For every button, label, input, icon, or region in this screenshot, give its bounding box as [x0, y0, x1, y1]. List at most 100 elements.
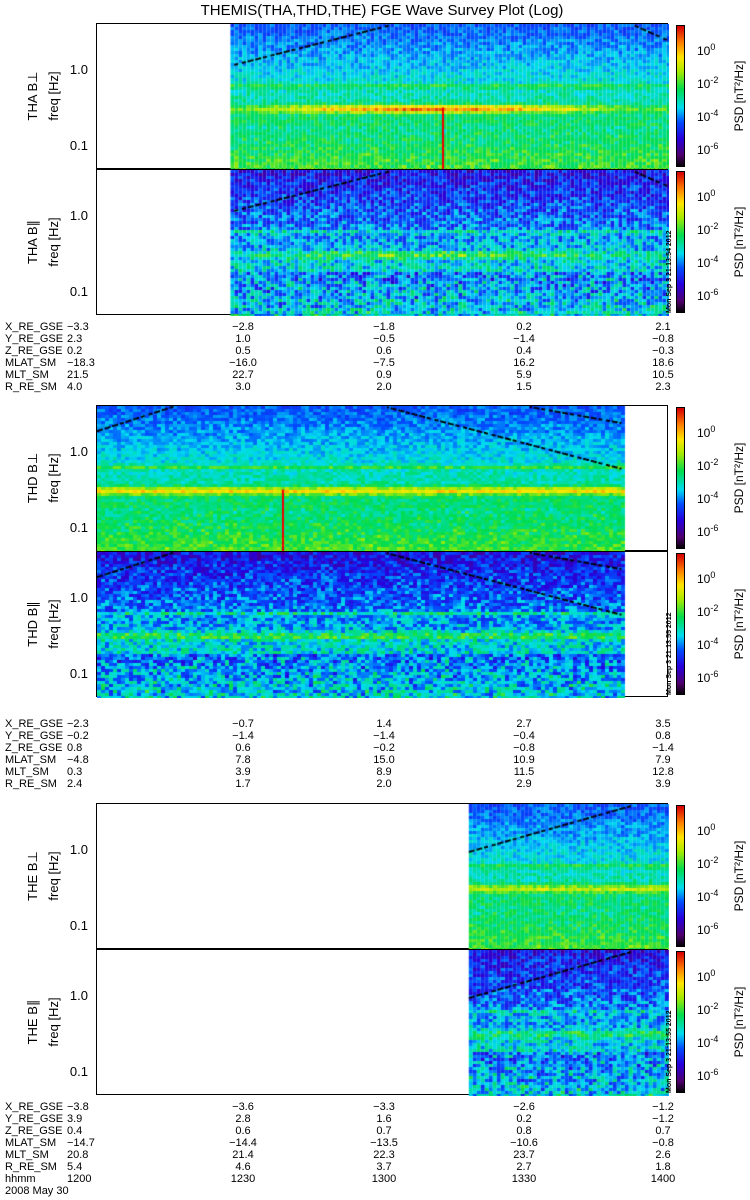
ephemeris-value: 23.7	[513, 1149, 535, 1161]
spectrogram-thd-perp	[96, 405, 669, 552]
colorbar-tick-label: 100	[697, 821, 716, 838]
date-row: 2008 May 30	[5, 1185, 750, 1197]
colorbar-gradient	[677, 806, 684, 946]
ephemeris-value: 2.8	[235, 1113, 251, 1125]
ephemeris-value: −13.5	[370, 1137, 398, 1149]
ephemeris-label: Z_RE_GSE	[5, 742, 63, 754]
ephemeris-value: −10.6	[510, 1137, 538, 1149]
panel-label: THE B⊥	[25, 851, 40, 901]
spectrogram-image	[97, 950, 669, 1096]
ephemeris-value: 3.9	[235, 766, 251, 778]
ephemeris-row: MLAT_SM −18.3 −16.0 −7.5 16.2 18.6	[5, 357, 750, 369]
ephemeris-value: 1.0	[235, 333, 251, 345]
ephemeris-value: −1.4	[232, 730, 254, 742]
ephemeris-value: 0.8	[516, 1125, 532, 1137]
ephemeris-value: 0.8	[655, 730, 671, 742]
ephemeris-value: 1.4	[376, 718, 392, 730]
spectrogram-the-perp	[96, 803, 669, 950]
ephemeris-label: MLT_SM	[5, 1149, 49, 1161]
ephemeris-value: 20.8	[67, 1149, 89, 1161]
ephemeris-value: 12.8	[652, 766, 674, 778]
ephemeris-value: 2.3	[67, 333, 83, 345]
ephemeris-value: 15.0	[373, 754, 395, 766]
ephemeris-label: MLT_SM	[5, 766, 49, 778]
spectrogram-image	[97, 804, 669, 950]
ephemeris-value: 5.9	[516, 369, 532, 381]
ephemeris-row: Y_RE_GSE −0.2 −1.4 −1.4 −0.4 0.8	[5, 730, 750, 742]
panel-label: THD B⊥	[25, 452, 40, 504]
ephemeris-value: 0.7	[376, 1125, 392, 1137]
ephemeris-value: −14.4	[229, 1137, 257, 1149]
ephemeris-row: R_RE_SM 5.4 4.6 3.7 2.7 1.8	[5, 1161, 750, 1173]
colorbar-tick-label: 10-4	[697, 253, 719, 270]
plot-title: THEMIS(THA,THD,THE) FGE Wave Survey Plot…	[200, 2, 564, 19]
spectrogram-thd-par	[96, 551, 669, 698]
ephemeris-value: 3.9	[655, 778, 671, 790]
ephemeris-value: −3.8	[67, 1101, 89, 1113]
colorbar-tick-label: 100	[697, 967, 716, 984]
ephemeris-value: 1.7	[235, 778, 251, 790]
ephemeris-row: Z_RE_GSE 0.2 0.5 0.6 0.4 −0.3	[5, 345, 750, 357]
ephemeris-row: MLAT_SM −4.8 7.8 15.0 10.9 7.9	[5, 754, 750, 766]
ephemeris-value: −3.3	[373, 1101, 395, 1113]
ephemeris-value: 21.5	[67, 369, 89, 381]
ephemeris-value: −1.4	[373, 730, 395, 742]
ephemeris-value: 3.0	[235, 381, 251, 393]
colorbar-tick-label: 100	[697, 569, 716, 586]
ephemeris-label: R_RE_SM	[5, 381, 57, 393]
colorbar-tick-label: 10-2	[697, 602, 719, 619]
ephemeris-value: 11.5	[513, 766, 535, 778]
ephemeris-value: −0.2	[67, 730, 89, 742]
panel-label: THE B∥	[25, 999, 40, 1045]
ephemeris-label: R_RE_SM	[5, 1161, 57, 1173]
y-tick-label: 1.0	[69, 841, 88, 857]
colorbar-tick-label: 10-2	[697, 456, 719, 473]
ephemeris-value: 2.1	[655, 321, 671, 333]
ephemeris-label: Y_RE_GSE	[5, 1113, 64, 1125]
y-tick-label: 1.0	[69, 589, 88, 605]
ephemeris-label: MLAT_SM	[5, 357, 57, 369]
colorbar-tick-label: 10-6	[697, 668, 719, 685]
colorbar-label: PSD [nT²/Hz]	[732, 840, 746, 912]
y-tick-label: 1.0	[69, 443, 88, 459]
time-tick-label: 1300	[371, 1173, 397, 1185]
ephemeris-value: 0.6	[235, 742, 251, 754]
ephemeris-row: MLT_SM 0.3 3.9 8.9 11.5 12.8	[5, 766, 750, 778]
ephemeris-value: 0.2	[516, 1113, 532, 1125]
colorbar-gradient	[677, 408, 684, 548]
y-tick-label: 0.1	[69, 284, 88, 300]
y-tick-label: 0.1	[69, 918, 88, 934]
ephemeris-value: −0.7	[232, 718, 254, 730]
ephemeris-value: −3.3	[67, 321, 89, 333]
ephemeris-table: X_RE_GSE −3.8 −3.6 −3.3 −2.6 −1.2 Y_RE_GSE 3.9 2…	[5, 1101, 750, 1197]
colorbar-tick-label: 100	[697, 187, 716, 204]
colorbar	[676, 25, 685, 167]
ephemeris-value: 2.6	[655, 1149, 671, 1161]
ephemeris-value: 2.0	[376, 778, 392, 790]
colorbar-tick-label: 10-6	[697, 522, 719, 539]
ephemeris-label: X_RE_GSE	[5, 321, 64, 333]
colorbar-tick-label: 10-6	[697, 920, 719, 937]
ephemeris-value: −0.2	[373, 742, 395, 754]
ephemeris-row: X_RE_GSE −3.3 −2.8 −1.8 0.2 2.1	[5, 321, 750, 333]
ephemeris-label: Z_RE_GSE	[5, 345, 63, 357]
ephemeris-value: 2.7	[516, 718, 532, 730]
ephemeris-label: Y_RE_GSE	[5, 333, 64, 345]
time-axis-label: hhmm	[5, 1173, 36, 1185]
freq-axis-label: freq [Hz]	[46, 217, 61, 267]
y-tick-label: 0.1	[69, 138, 88, 154]
ephemeris-value: −1.4	[513, 333, 535, 345]
colorbar-gradient	[677, 952, 684, 1092]
colorbar-gradient	[677, 172, 684, 312]
ephemeris-label: R_RE_SM	[5, 778, 57, 790]
ephemeris-value: −0.8	[513, 742, 535, 754]
y-tick-label: 0.1	[69, 1064, 88, 1080]
colorbar-gradient	[677, 26, 684, 166]
spectrogram-the-par	[96, 949, 669, 1096]
ephemeris-table: X_RE_GSE −2.3 −0.7 1.4 2.7 3.5 Y_RE_GSE −0.2 −1.…	[5, 718, 750, 790]
colorbar	[676, 805, 685, 947]
ephemeris-value: −0.8	[652, 1137, 674, 1149]
colorbar-label: PSD [nT²/Hz]	[732, 588, 746, 660]
colorbar-tick-label: 10-4	[697, 107, 719, 124]
